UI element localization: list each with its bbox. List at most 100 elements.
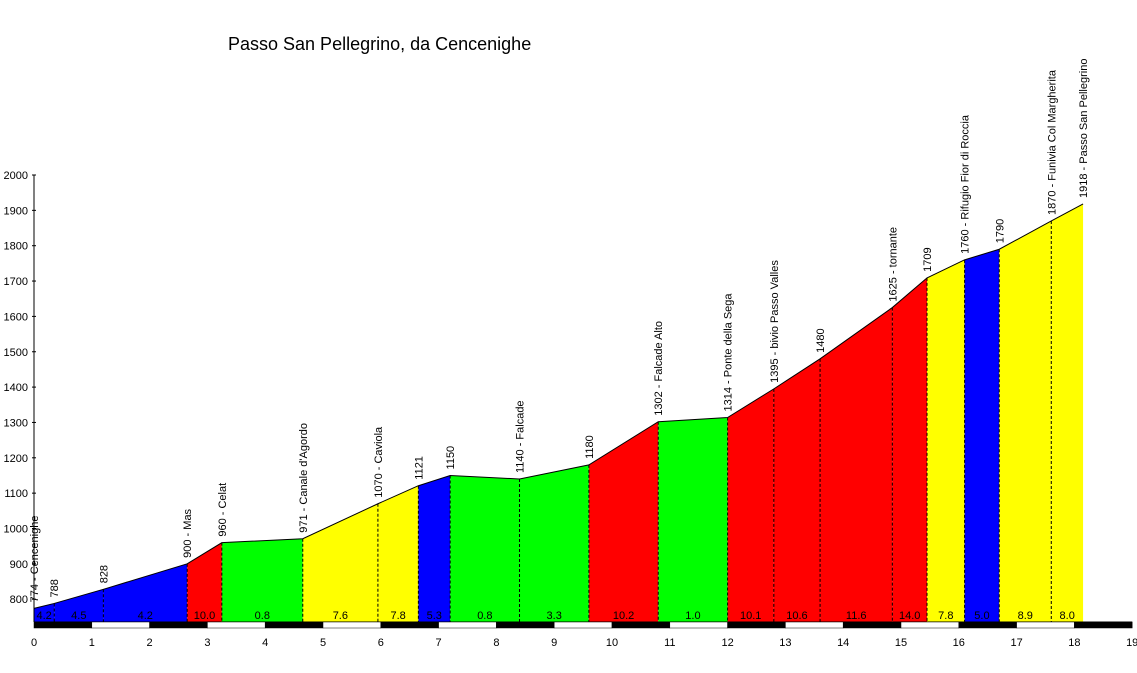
grade-label: 4.2 [36, 610, 51, 622]
x-tick-label: 11 [664, 637, 675, 649]
point-label: 788 [49, 579, 61, 597]
profile-outline [33, 203, 1084, 609]
point-label: 1121 [413, 456, 425, 480]
point-label: 1790 [994, 219, 1006, 243]
x-scale-block [91, 621, 150, 629]
segment-fill [820, 307, 893, 622]
grade-label: 7.8 [390, 610, 405, 622]
x-scale-block [900, 621, 960, 629]
y-tick-label: 1200 [4, 453, 28, 465]
point-labels: 774 - Cencenighe 788 828 900 - Mas 960 - Cel… [29, 59, 1090, 603]
point-label: 1150 [445, 446, 457, 470]
grade-label: 5.0 [974, 610, 989, 622]
x-scale-block [1016, 621, 1075, 629]
x-scale-block [322, 621, 382, 629]
segment-fill [927, 259, 965, 622]
grade-label: 11.6 [846, 610, 867, 622]
chart-title: Passo San Pellegrino, da Cencenighe [228, 34, 532, 54]
segment-fill [519, 464, 589, 622]
grade-label: 10.6 [786, 610, 807, 622]
grade-label: 1.0 [685, 610, 700, 622]
grade-label: 0.8 [255, 610, 270, 622]
point-label: 1480 [815, 328, 827, 352]
x-scale-block [727, 621, 786, 629]
x-scale-block [438, 621, 497, 629]
segment-fill [103, 563, 188, 622]
x-tick-label: 19 [1126, 637, 1137, 649]
x-tick-label: 18 [1068, 637, 1080, 649]
point-label: 1140 - Falcade [515, 400, 527, 473]
y-tick-label: 1300 [4, 417, 28, 429]
x-tick-label: 2 [147, 637, 153, 649]
y-tick-label: 800 [10, 594, 28, 606]
grade-labels: 4.2 4.5 4.2 10.0 0.8 7.6 7.8 5.3 0.8 3.3 10.2 1.0 10… [36, 610, 1074, 622]
x-tick-label: 14 [837, 637, 849, 649]
x-scale-block [1074, 621, 1133, 629]
grade-label: 14.0 [899, 610, 920, 622]
x-tick-label: 5 [320, 637, 326, 649]
x-scale-block [496, 621, 555, 629]
grade-label: 7.6 [333, 610, 348, 622]
point-label: 1395 - bivio Passo Valles [769, 260, 781, 383]
grade-label: 10.0 [194, 610, 215, 622]
segment-fill [221, 538, 303, 622]
segment-fill [418, 475, 451, 622]
grade-label: 10.2 [613, 610, 634, 622]
point-label: 1314 - Ponte della Sega [723, 293, 735, 412]
x-scale-block [33, 621, 93, 629]
segment-fill [658, 417, 728, 622]
grade-label: 7.8 [938, 610, 953, 622]
x-scale-block [149, 621, 208, 629]
segment-fill [54, 589, 104, 622]
point-label: 900 - Mas [182, 508, 194, 557]
point-label: 1870 - Funivia Col Margherita [1046, 69, 1058, 215]
point-label: 1302 - Falcade Alto [653, 321, 665, 416]
y-tick-label: 1500 [4, 347, 28, 359]
x-tick-label: 9 [551, 637, 557, 649]
x-scale-block [207, 621, 266, 629]
segment-fill [727, 388, 774, 622]
segment-fill [377, 485, 419, 622]
x-scale-block [553, 621, 613, 629]
segment-fills [34, 203, 1084, 623]
point-label: 1709 [922, 247, 934, 271]
segment-fill [450, 475, 520, 622]
x-scale-block [785, 621, 844, 629]
x-tick-label: 0 [31, 637, 37, 649]
x-tick-label: 4 [262, 637, 268, 649]
x-scale-block [264, 621, 324, 629]
x-tick-label: 17 [1010, 637, 1022, 649]
y-tick-label: 900 [10, 559, 28, 571]
point-label: 1625 - tornante [887, 227, 899, 302]
x-scale-block [380, 621, 439, 629]
profile-line [33, 203, 1084, 609]
x-tick-label: 6 [378, 637, 384, 649]
segment-fill [187, 542, 222, 622]
grade-label: 4.5 [71, 610, 86, 622]
grade-label: 4.2 [138, 610, 153, 622]
segment-fill [34, 603, 55, 622]
y-tick-label: 1800 [4, 241, 28, 253]
point-label: 1180 [584, 435, 596, 459]
point-label: 1760 - Rifugio Fior di Roccia [960, 114, 972, 254]
segment-fill [773, 358, 821, 622]
segment-dividers [53, 220, 1052, 622]
x-tick-label: 13 [779, 637, 791, 649]
x-scale-block [842, 621, 902, 629]
grade-label: 8.9 [1018, 610, 1033, 622]
grade-label: 0.8 [477, 610, 492, 622]
point-label: 1070 - Caviola [373, 426, 385, 498]
x-tick-label: 3 [204, 637, 210, 649]
segment-fill [892, 277, 928, 622]
y-tick-label: 1900 [4, 205, 28, 217]
point-label: 1918 - Passo San Pellegrino [1078, 59, 1090, 198]
x-tick-label: 1 [89, 637, 95, 649]
y-tick-label: 1100 [4, 488, 28, 500]
x-tick-label: 7 [436, 637, 442, 649]
grade-label: 5.3 [427, 610, 442, 622]
x-tick-label: 10 [606, 637, 618, 649]
x-tick-label: 15 [895, 637, 907, 649]
x-tick-label: 8 [493, 637, 499, 649]
x-tick-label: 16 [953, 637, 965, 649]
